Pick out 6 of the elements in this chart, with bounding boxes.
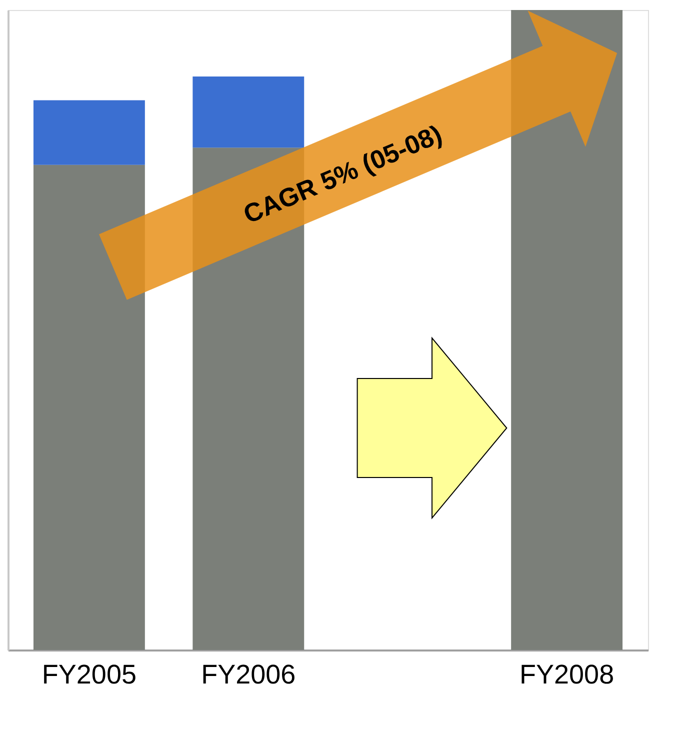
x-tick-label: FY2005: [42, 660, 136, 690]
bar: [33, 100, 145, 165]
bar: [33, 164, 145, 650]
x-tick-label: FY2006: [201, 660, 296, 690]
bar: [192, 76, 304, 148]
x-tick-label: FY2008: [520, 660, 614, 690]
